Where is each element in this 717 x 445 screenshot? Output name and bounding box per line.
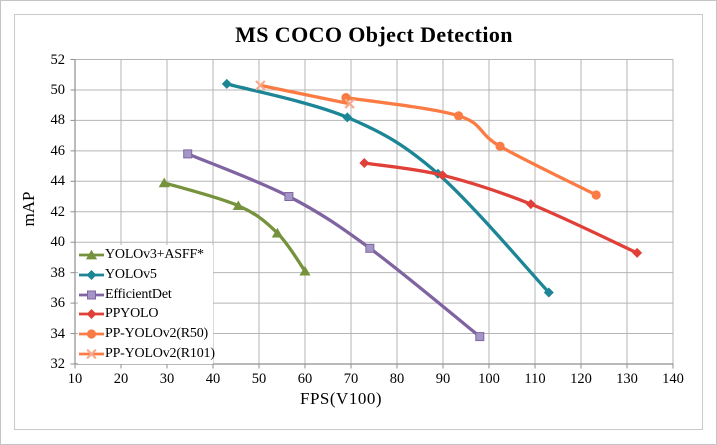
series-line-PP-YOLOv2(R101) [258, 83, 352, 106]
data-point-marker [525, 199, 536, 210]
y-tick-label: 42 [50, 203, 66, 220]
data-point-marker [365, 243, 375, 253]
data-point-marker [86, 309, 97, 320]
data-point-marker [86, 269, 97, 280]
x-tick-label: 20 [113, 371, 129, 387]
data-point-marker [299, 265, 311, 276]
x-tick-label: 120 [570, 371, 592, 387]
data-point-marker [271, 227, 283, 238]
data-point-marker [87, 290, 96, 300]
data-point-marker [344, 98, 355, 109]
data-point-marker [255, 80, 266, 91]
data-point-marker [284, 192, 294, 202]
data-point-marker [86, 329, 97, 339]
diamond-marker-icon [79, 269, 104, 280]
data-point-marker [85, 249, 98, 260]
data-point-marker [158, 177, 170, 188]
x-tick-label: 130 [616, 371, 638, 387]
circle-marker-icon [79, 329, 104, 339]
series-line-PPYOLO [362, 161, 639, 255]
y-tick-label: 50 [50, 81, 66, 98]
y-tick-label: 38 [50, 264, 66, 281]
x-tick-label: 80 [389, 371, 405, 387]
x-tick-label: 100 [478, 371, 500, 387]
legend-label: YOLOv3+ASFF* [105, 247, 204, 262]
y-tick-label: 44 [50, 173, 66, 190]
y-tick-label: 32 [50, 356, 66, 372]
data-point-marker [183, 149, 193, 159]
x-axis-title: FPS(V100) [300, 389, 382, 408]
series-line-YOLOv3+ASFF* [162, 181, 307, 273]
x-marker-icon [79, 348, 104, 360]
triangle-marker-icon [79, 249, 104, 260]
x-tick-label: 90 [435, 371, 451, 387]
square-marker-icon [79, 290, 104, 300]
x-tick-label: 10 [67, 371, 83, 387]
legend-label: PP-YOLOv2(R50) [105, 326, 208, 342]
y-tick-label: 36 [50, 295, 66, 312]
data-point-marker [232, 200, 244, 211]
data-point-marker [543, 287, 554, 298]
legend-item-PP-YOLOv2(R101): PP-YOLOv2(R101) [78, 345, 215, 363]
data-point-marker [632, 247, 643, 258]
data-point-marker [359, 158, 370, 169]
legend-label: YOLOv5 [105, 266, 157, 282]
data-point-marker [342, 112, 353, 123]
y-tick-label: 40 [50, 234, 66, 251]
figure-border [14, 14, 703, 430]
legend-label: PPYOLO [105, 306, 159, 322]
legend-label: PP-YOLOv2(R101) [105, 345, 215, 361]
x-tick-label: 110 [524, 371, 546, 387]
chart-title: MS COCO Object Detection [235, 22, 513, 47]
x-tick-label: 40 [205, 371, 221, 387]
data-point-marker [495, 141, 505, 151]
y-tick-label: 48 [50, 112, 66, 129]
x-tick-label: 140 [662, 371, 684, 387]
x-tick-label: 70 [343, 371, 359, 387]
x-tick-label: 30 [159, 371, 175, 387]
legend-item-YOLOv5: YOLOv5 [78, 266, 213, 284]
legend-item-PP-YOLOv2(R50): PP-YOLOv2(R50) [78, 325, 213, 343]
data-point-marker [591, 190, 601, 200]
data-point-marker [221, 78, 232, 89]
x-tick-label: 50 [251, 371, 267, 387]
data-point-marker [437, 170, 448, 181]
data-point-marker [454, 111, 464, 121]
x-tick-label: 60 [297, 371, 313, 387]
series-line-YOLOv5 [225, 82, 551, 295]
legend-item-PPYOLO: PPYOLO [78, 305, 213, 323]
legend-item-EfficientDet: EfficientDet [78, 286, 213, 304]
y-tick-label: 46 [50, 142, 66, 159]
diamond-marker-icon [79, 309, 104, 320]
chart-legend: YOLOv3+ASFF* YOLOv5 EfficientDet PPYOLO PP-Y… [78, 245, 215, 364]
legend-label: EfficientDet [105, 286, 172, 302]
y-tick-label: 34 [50, 325, 66, 342]
series-line-EfficientDet [186, 152, 482, 339]
series-line-PP-YOLOv2(R50) [344, 95, 598, 197]
data-point-marker [475, 332, 485, 342]
data-point-marker [86, 348, 97, 360]
legend-item-YOLOv3+ASFF*: YOLOv3+ASFF* [78, 246, 213, 264]
data-point-marker [341, 92, 351, 103]
y-tick-label: 52 [50, 51, 66, 68]
